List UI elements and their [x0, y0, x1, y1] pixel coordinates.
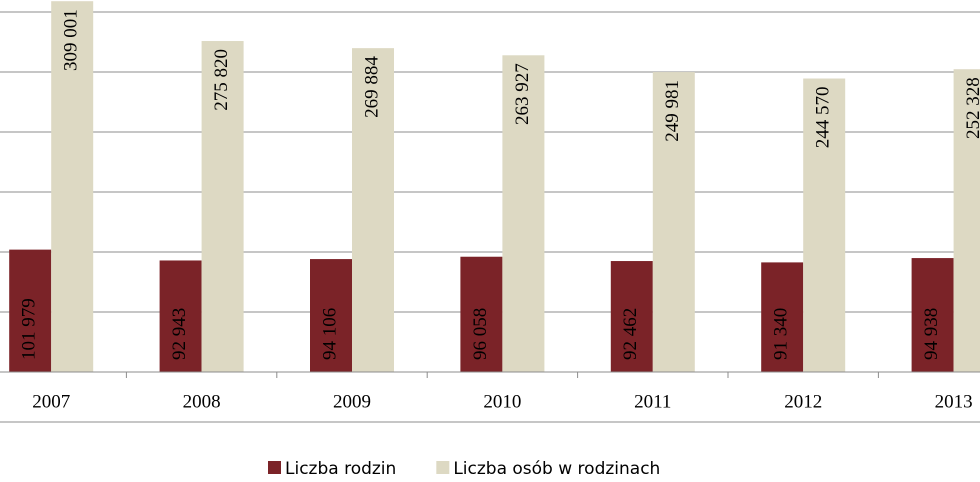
value-label: 92 943 — [169, 308, 190, 360]
x-tick-label: 2012 — [784, 391, 822, 412]
bar — [460, 256, 503, 372]
value-label: 244 570 — [813, 87, 834, 149]
x-tick-label: 2008 — [183, 391, 221, 412]
value-label: 249 981 — [662, 80, 683, 142]
value-label: 252 328 — [963, 77, 980, 139]
legend-swatch — [436, 461, 450, 474]
x-tick-label: 2010 — [483, 391, 521, 412]
x-tick-label: 2007 — [32, 391, 70, 412]
x-tick-label: 2013 — [935, 391, 973, 412]
value-label: 96 058 — [470, 308, 491, 360]
value-label: 275 820 — [211, 49, 232, 111]
value-label: 309 001 — [61, 9, 82, 71]
bar — [352, 48, 394, 373]
value-label: 91 340 — [771, 308, 792, 360]
value-label: 92 462 — [620, 308, 641, 360]
bar — [911, 258, 954, 372]
x-tick-label: 2009 — [333, 391, 371, 412]
bar — [201, 41, 244, 373]
value-label: 263 927 — [512, 63, 533, 125]
bar — [652, 72, 695, 372]
bar — [51, 1, 94, 373]
legend-label: Liczba rodzin — [285, 459, 396, 479]
bar — [159, 260, 202, 372]
bar — [502, 55, 545, 373]
bar — [310, 259, 352, 372]
bar — [610, 261, 653, 372]
value-label: 101 979 — [19, 298, 40, 360]
bar — [953, 69, 980, 373]
legend-swatch — [268, 461, 281, 474]
bar — [803, 78, 846, 373]
bar — [761, 262, 804, 372]
value-label: 94 106 — [319, 308, 340, 360]
value-label: 94 938 — [921, 308, 942, 360]
x-tick-label: 2011 — [634, 391, 671, 412]
bar — [9, 249, 52, 372]
legend-label: Liczba osób w rodzinach — [453, 459, 660, 479]
value-label: 269 884 — [361, 56, 382, 118]
